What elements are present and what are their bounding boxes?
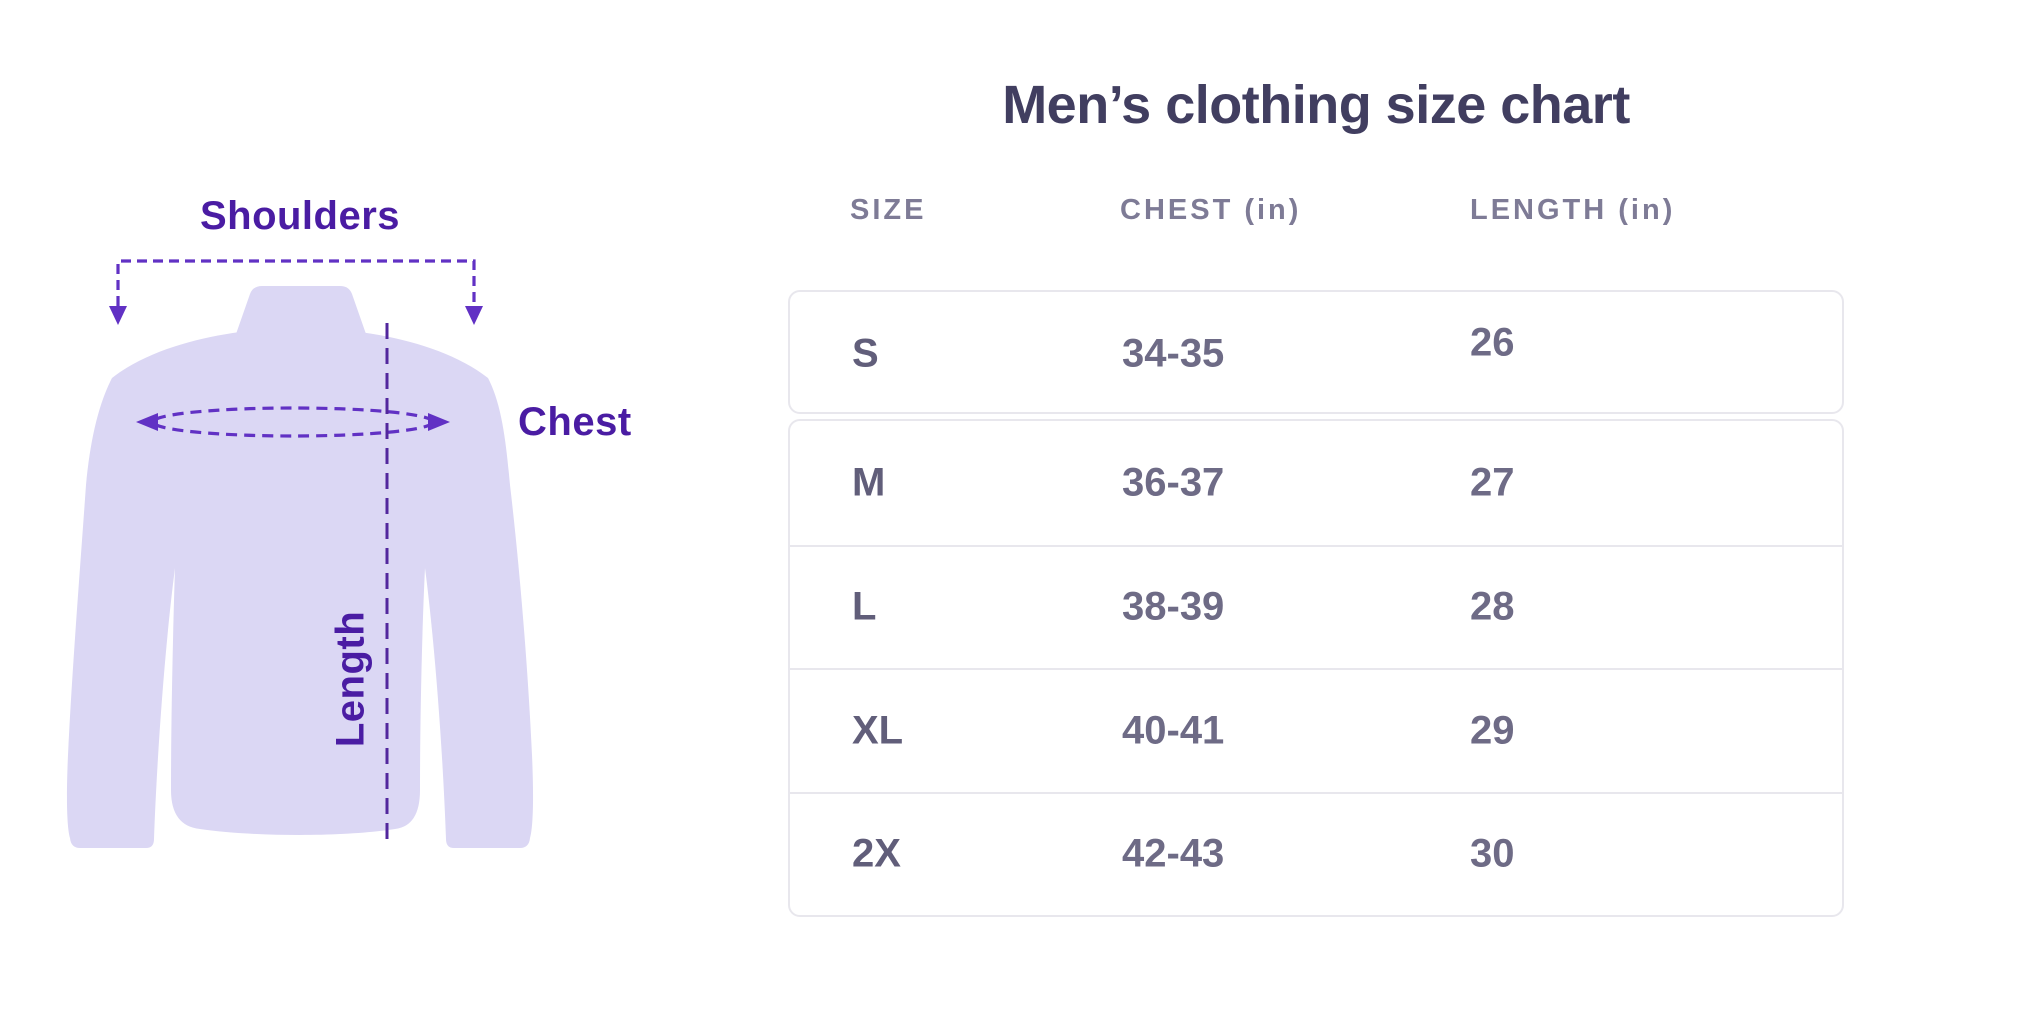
shirt-collar	[236, 286, 366, 334]
shoulders-arrow-left-icon	[109, 306, 127, 325]
size-value: M	[852, 460, 886, 505]
size-value: XL	[852, 708, 904, 753]
length-value: 27	[1470, 460, 1515, 505]
table-row: L 38-39 28	[790, 544, 1842, 669]
size-value: L	[852, 584, 877, 629]
chest-value: 40-41	[1122, 708, 1225, 753]
chest-value: 38-39	[1122, 584, 1225, 629]
chest-value: 36-37	[1122, 460, 1225, 505]
shoulders-arrow-right-icon	[465, 306, 483, 325]
column-header-chest: CHEST (in)	[1120, 194, 1302, 226]
shoulders-label: Shoulders	[199, 194, 401, 238]
shirt-back-silhouette	[66, 332, 534, 848]
length-label: Length	[328, 610, 373, 748]
length-value: 26	[1470, 320, 1515, 365]
length-value: 29	[1470, 708, 1515, 753]
table-row: 2X 42-43 30	[790, 791, 1842, 916]
chest-value: 42-43	[1122, 831, 1225, 876]
page-title: Men’s clothing size chart	[1002, 75, 1630, 135]
table-row: S 34-35 26	[790, 292, 1842, 416]
chest-value: 34-35	[1122, 331, 1225, 376]
chest-arrow-left-icon	[136, 413, 158, 431]
size-table-first-group: S 34-35 26	[788, 290, 1844, 414]
length-value: 30	[1470, 831, 1515, 876]
shirt-illustration	[66, 259, 534, 848]
column-header-size: SIZE	[850, 194, 927, 226]
table-row: XL 40-41 29	[790, 668, 1842, 792]
size-table-rest-group: M 36-37 27 L 38-39 28 XL 40-41 29 2X 42-…	[788, 419, 1844, 917]
length-value: 28	[1470, 584, 1515, 629]
shoulders-measure-bracket	[116, 259, 476, 306]
table-row: M 36-37 27	[790, 421, 1842, 545]
size-value: S	[852, 331, 879, 376]
size-value: 2X	[852, 831, 901, 876]
column-header-length: LENGTH (in)	[1470, 194, 1676, 226]
chest-label: Chest	[518, 400, 632, 444]
chest-arrow-right-icon	[428, 413, 450, 431]
